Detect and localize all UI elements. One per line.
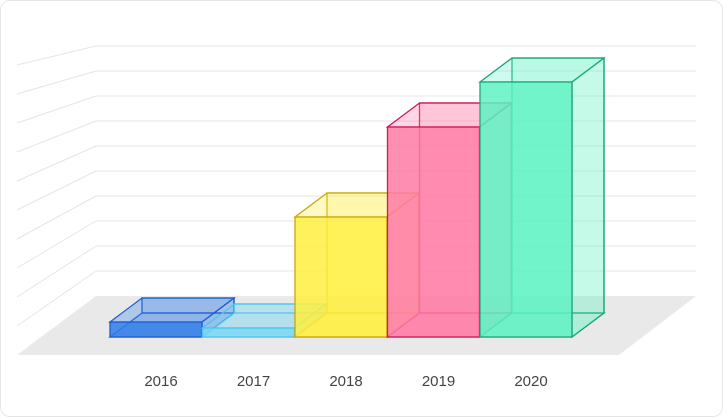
gridline-side (16, 195, 97, 240)
gridline-side (16, 245, 97, 298)
gridline-side (16, 170, 97, 211)
x-tick-label: 2016 (144, 373, 177, 390)
bar-side-face (571, 56, 605, 339)
gridline-side (16, 120, 97, 153)
gridline-side (16, 220, 97, 269)
gridline-side (16, 145, 97, 182)
bar-2017 (201, 327, 296, 338)
gridline-side (16, 95, 97, 124)
x-tick-label: 2018 (329, 373, 362, 390)
bar-2019 (386, 126, 481, 338)
bar-2016 (109, 321, 203, 338)
x-tick-label: 2017 (237, 373, 270, 390)
gridline-side (16, 70, 97, 95)
bar-2018 (294, 216, 388, 338)
gridline-side (16, 45, 97, 66)
x-tick-label: 2020 (514, 373, 547, 390)
x-tick-label: 2019 (422, 373, 455, 390)
gridline-side (16, 270, 97, 327)
bar-2020 (479, 81, 573, 338)
